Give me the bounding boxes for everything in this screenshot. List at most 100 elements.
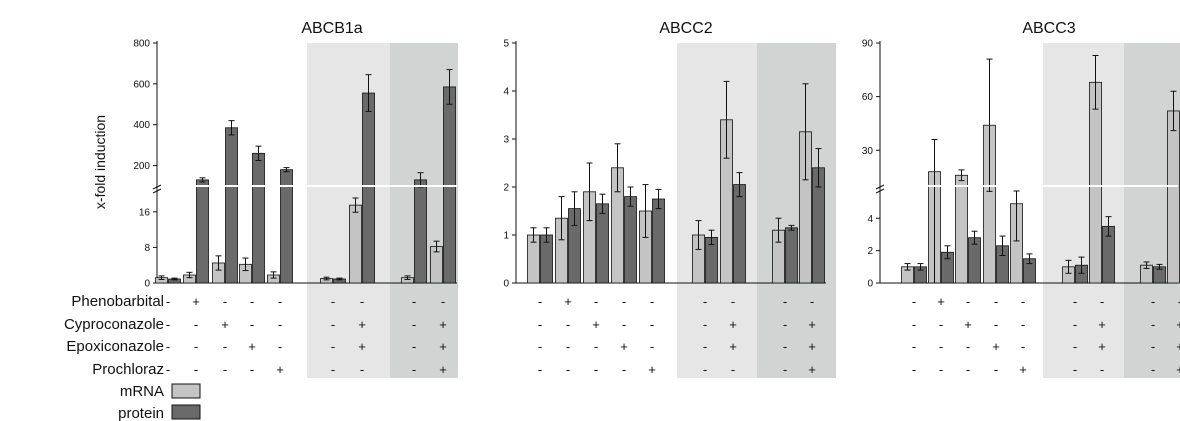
bar-protein [414,179,427,284]
treatment-sign: - [1021,339,1025,354]
treatment-sign: - [912,317,916,332]
treatment-sign: - [1021,317,1025,332]
bar-protein [733,184,746,284]
treatment-sign: - [650,317,654,332]
treatment-sign: - [250,294,254,309]
shade-band [1043,43,1124,378]
treatment-sign: - [278,294,282,309]
treatment-sign: - [966,294,970,309]
treatment-sign: - [331,339,335,354]
treatment-sign: - [566,339,570,354]
panel-title-abcc3: ABCC3 [1022,20,1075,37]
treatment-sign: + [1098,339,1106,354]
treatment-sign: - [650,339,654,354]
treatment-sign: + [729,339,737,354]
treatment-sign: + [620,339,628,354]
treatment-sign: - [783,294,787,309]
treatment-sign: - [783,362,787,377]
treatment-sign: - [994,294,998,309]
bar-protein [596,203,609,284]
y-tick-label: 0 [144,279,150,290]
y-tick-label: 2 [867,246,873,257]
treatment-sign: - [278,317,282,332]
legend-label-protein: protein [118,405,164,421]
treatment-sign: + [808,317,816,332]
treatment-sign: - [538,317,542,332]
treatment-sign: + [808,362,816,377]
bar-protein [362,92,375,284]
y-tick-label: 400 [133,120,150,131]
treatment-sign: - [810,294,814,309]
panel-abcc2: 0 1 2 3 4 5 - + - - - - - - - - - + - - - + - + - - - + - - + - + - - - - + - -… [503,39,826,377]
treatment-sign: + [564,294,572,309]
treatment-sign: + [964,317,972,332]
treatment-sign: + [439,362,447,377]
treatment-sign: + [276,362,284,377]
y-tick-label: 5 [503,39,509,50]
bar-protein [443,86,456,284]
treatment-sign: + [729,317,737,332]
treatment-sign: - [360,362,364,377]
y-tick-label: 30 [862,146,874,157]
y-tick-label: 3 [503,135,509,146]
treatment-sign: - [994,362,998,377]
treatment-sign: - [1178,294,1180,309]
treatment-sign: - [331,317,335,332]
treatment-sign: - [783,317,787,332]
treatment-sign: - [783,339,787,354]
y-tick-label: 2 [503,183,509,194]
treatment-sign: + [221,317,229,332]
treatment-sign: - [194,339,198,354]
panel-abcc3: 0 2 4 30 60 90 - + - - - - - - - - - + - - - + - + - - - + - - + - + - - - -… [862,39,1180,378]
y-tick-label: 0 [503,279,509,290]
treatment-sign: + [1176,362,1180,377]
treatment-sign: - [360,294,364,309]
treatment-sign: - [331,294,335,309]
treatment-sign: + [992,339,1000,354]
treatment-sign: - [1151,317,1155,332]
treatment-sign: - [566,317,570,332]
treatment-sign: - [166,294,170,309]
treatment-sign: - [1100,294,1104,309]
treatment-sign: - [194,317,198,332]
treatment-sign: + [439,317,447,332]
treatment-sign: + [358,339,366,354]
treatment-sign: - [223,362,227,377]
treatment-sign: - [1021,294,1025,309]
treatment-sign: - [223,294,227,309]
shade-band [307,43,390,378]
treatment-sign: - [412,339,416,354]
legend-label-mrna: mRNA [120,383,164,400]
panel-title-abcb1a: ABCB1a [301,20,362,37]
treatment-sign: - [1073,339,1077,354]
treatment-sign: - [622,294,626,309]
bar-protein [652,198,665,284]
treatment-sign: + [248,339,256,354]
treatment-sign: - [731,362,735,377]
treatment-sign: - [912,294,916,309]
treatment-sign: + [808,339,816,354]
y-tick-label: 1 [503,231,509,242]
y-tick-label: 8 [144,243,150,254]
y-tick-label: 90 [862,39,874,50]
row-label-cyproconazole: Cyproconazole [64,316,164,333]
treatment-sign: + [439,339,447,354]
row-label-prochloraz: Prochloraz [92,361,164,378]
bar-protein [785,227,798,284]
treatment-sign: - [622,362,626,377]
bar-mrna [955,174,968,284]
treatment-sign: + [192,294,200,309]
treatment-sign: - [1073,317,1077,332]
treatment-sign: - [703,317,707,332]
y-tick-label: 4 [503,87,509,98]
treatment-sign: + [358,317,366,332]
treatment-sign: - [412,317,416,332]
y-tick-label: 0 [867,279,873,290]
axis-break-mark [875,184,885,190]
treatment-sign: - [1151,339,1155,354]
treatment-sign: - [538,339,542,354]
treatment-sign: - [594,294,598,309]
treatment-sign: + [1098,317,1106,332]
bar-mrna [1167,110,1180,284]
